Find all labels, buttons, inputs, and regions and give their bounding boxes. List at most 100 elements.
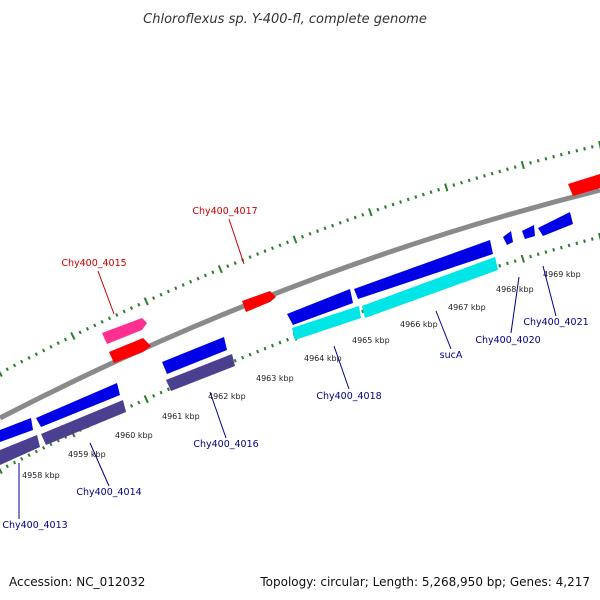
gene-label-chy400-4020[interactable]: Chy400_4020	[475, 335, 540, 346]
scale-tick	[189, 279, 193, 284]
scale-tick	[567, 150, 571, 155]
gene-feature-forward-cds[interactable]	[568, 174, 600, 196]
scale-tick	[475, 176, 479, 181]
scale-tick	[513, 259, 517, 263]
scale-tick	[316, 229, 320, 233]
scale-tick	[536, 158, 540, 163]
gene-feature-forward-rna[interactable]	[102, 318, 147, 344]
gene-label-chy400-4016[interactable]: Chy400_4016	[193, 439, 258, 450]
scale-tick	[598, 232, 600, 242]
scale-tick	[583, 146, 586, 151]
gene-labels: Chy400_4015 Chy400_4017 Chy400_4013 Chy400_…	[2, 206, 588, 531]
scale-tick	[406, 197, 410, 202]
gene-feature-reverse-other[interactable]	[0, 435, 40, 465]
scale-tick	[506, 261, 509, 266]
scale-tick	[285, 337, 290, 342]
scale-tick	[5, 464, 9, 469]
gene-label-chy400-4015[interactable]: Chy400_4015	[61, 258, 126, 269]
scale-tick	[263, 249, 267, 253]
scale-tick	[233, 261, 237, 265]
gene-feature-reverse-cds[interactable]	[354, 240, 493, 299]
genome-backbone	[0, 187, 600, 421]
scale-tick	[12, 460, 17, 465]
scale-tick	[256, 349, 260, 354]
scale-tick	[12, 363, 17, 368]
scale-label: 4965 kbp	[352, 336, 390, 345]
scale-tick	[444, 183, 449, 192]
gene-feature-reverse-cds[interactable]	[287, 289, 353, 325]
gene-feature-forward-cds[interactable]	[109, 338, 151, 363]
scale-tick	[248, 255, 252, 259]
gene-label-chy400-4021[interactable]: Chy400_4021	[523, 317, 588, 328]
scale-tick	[166, 387, 171, 392]
scale-tick	[78, 330, 82, 335]
scale-label: 4966 kbp	[400, 320, 438, 329]
scale-tick	[107, 316, 112, 321]
gene-feature-reverse-cds[interactable]	[162, 337, 227, 374]
gene-label-leader	[209, 391, 227, 439]
scale-tick	[41, 445, 46, 450]
scale-tick	[152, 393, 156, 398]
gene-label-chy400-4013[interactable]: Chy400_4013	[2, 520, 67, 531]
scale-tick	[152, 296, 156, 300]
scale-tick	[27, 356, 31, 360]
gene-feature-reverse-cds[interactable]	[36, 383, 120, 427]
scale-tick	[559, 152, 563, 157]
gene-label-sucA[interactable]: sucA	[440, 350, 463, 361]
gene-feature-reverse-other[interactable]	[166, 354, 235, 391]
gene-feature-reverse-cds[interactable]	[0, 418, 33, 442]
scale-tick	[70, 331, 76, 341]
gene-label-chy400-4017[interactable]: Chy400_4017	[192, 206, 257, 217]
scale-tick	[85, 326, 90, 331]
scale-tick	[583, 239, 586, 243]
gene-label-leader	[333, 345, 350, 390]
scale-tick	[0, 370, 3, 377]
scale-tick	[376, 207, 380, 212]
gene-feature-highlighted-cds[interactable]	[362, 257, 498, 318]
scale-tick	[338, 220, 342, 225]
gene-feature-highlighted-cds[interactable]	[292, 306, 361, 340]
scale-tick	[278, 340, 282, 345]
gene-label-chy400-4014[interactable]: Chy400_4014	[76, 487, 141, 498]
scale-tick	[34, 352, 38, 357]
scale-tick	[391, 202, 395, 207]
scale-tick	[361, 309, 365, 314]
scale-tick	[552, 248, 556, 252]
scale-tick	[0, 467, 3, 475]
scale-tick	[552, 154, 555, 159]
gene-label-leader	[228, 218, 245, 265]
scale-tick	[559, 245, 563, 250]
map-title: Chloroflexus sp. Y-400-fl, complete geno…	[143, 12, 427, 27]
gene-feature-reverse-cds[interactable]	[522, 225, 535, 239]
scale-labels: 4958 kbp 4959 kbp 4960 kbp 4961 kbp 4962 kbp…	[22, 270, 581, 480]
gene-feature-reverse-cds[interactable]	[503, 231, 513, 245]
gene-feature-reverse-cds[interactable]	[538, 212, 573, 236]
gene-label-chy400-4018[interactable]: Chy400_4018	[316, 391, 381, 402]
scale-tick	[520, 254, 525, 263]
scale-tick	[520, 160, 525, 170]
scale-tick	[292, 235, 298, 244]
scale-tick	[20, 359, 24, 364]
scale-tick	[5, 367, 9, 372]
gene-feature-reverse-other[interactable]	[41, 400, 126, 445]
scale-tick	[590, 145, 594, 149]
scale-tick	[278, 243, 282, 248]
gene-feature-forward-cds[interactable]	[242, 291, 276, 312]
scale-tick	[452, 183, 456, 187]
scale-label: 4969 kbp	[543, 270, 581, 279]
scale-tick	[233, 358, 237, 363]
scale-tick	[399, 200, 403, 204]
scale-tick	[353, 215, 357, 220]
scale-tick	[467, 178, 471, 183]
scale-tick	[575, 241, 579, 246]
scale-tick	[498, 169, 502, 174]
scale-tick	[42, 348, 46, 353]
scale-tick	[27, 453, 31, 458]
accession-text: Accession: NC_012032	[9, 575, 145, 589]
scale-label: 4967 kbp	[448, 303, 486, 312]
scale-tick	[143, 297, 149, 306]
scale-tick	[166, 289, 170, 294]
scale-tick	[513, 165, 517, 169]
scale-label: 4968 kbp	[496, 285, 534, 294]
scale-label: 4963 kbp	[256, 374, 294, 383]
